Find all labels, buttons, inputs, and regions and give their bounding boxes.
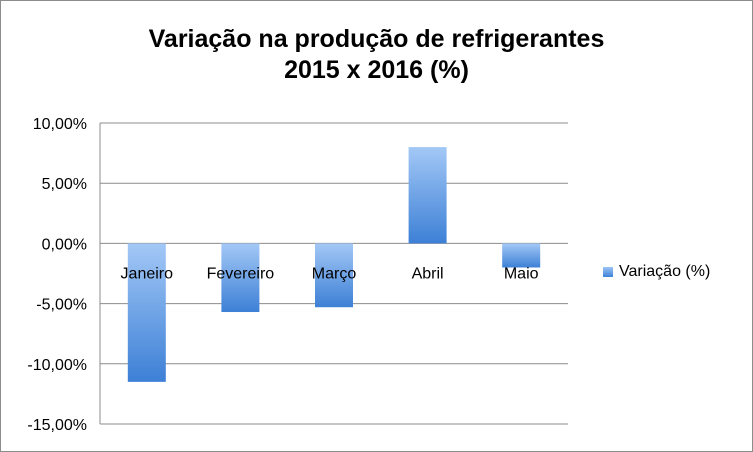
chart-subtitle-line: 2015 x 2016 (%)	[284, 56, 469, 84]
bar-maio	[502, 243, 541, 268]
y-tick-label: 0,00%	[42, 236, 87, 253]
category-label: Abril	[412, 265, 444, 282]
y-tick-label: -15,00%	[27, 417, 87, 434]
chart-title: Variação na produção de refrigerantes 20…	[0, 24, 753, 86]
category-label: Março	[312, 265, 357, 282]
y-tick-label: -10,00%	[27, 357, 87, 374]
chart-title-line: Variação na produção de refrigerantes	[148, 25, 605, 53]
bar-fevereiro	[221, 243, 260, 313]
y-tick-label: 10,00%	[33, 116, 87, 133]
y-tick-label: -5,00%	[36, 297, 87, 314]
bars	[127, 147, 541, 382]
category-label: Maio	[504, 265, 539, 282]
legend: Variação (%)	[603, 263, 710, 281]
category-label: Janeiro	[121, 265, 174, 282]
category-label: Fevereiro	[207, 265, 275, 282]
legend-swatch	[603, 267, 613, 277]
bar-janeiro	[127, 243, 166, 382]
bar-abril	[408, 147, 447, 244]
category-labels: Janeiro Fevereiro Março Abril Maio	[121, 265, 539, 282]
y-axis-tick-labels: 10,00% 5,00% 0,00% -5,00% -10,00% -15,00%	[27, 116, 87, 434]
y-tick-label: 5,00%	[42, 176, 87, 193]
bar-março	[315, 243, 353, 308]
legend-label: Variação (%)	[619, 263, 711, 280]
